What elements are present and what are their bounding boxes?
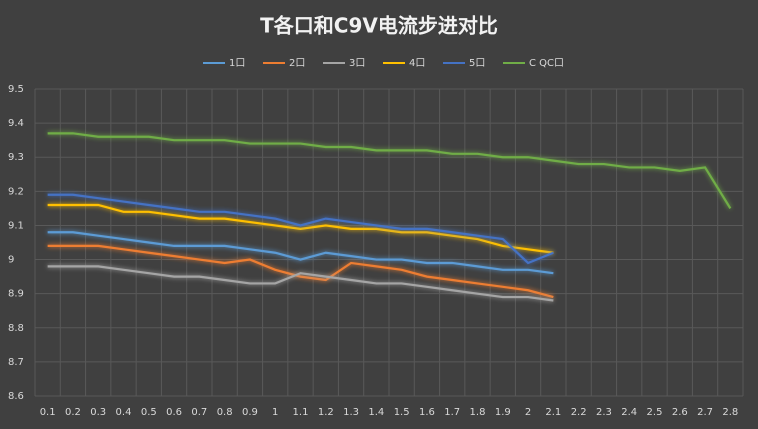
x-tick-label: 0.2	[65, 407, 81, 418]
legend-label: 1口	[229, 58, 245, 69]
series-line	[47, 231, 554, 275]
legend-label: 2口	[289, 58, 305, 69]
x-tick-label: 1.1	[293, 407, 309, 418]
x-tick-label: 2.2	[571, 407, 587, 418]
series-line	[47, 244, 554, 299]
legend-label: 3口	[349, 58, 365, 69]
x-tick-label: 1.9	[495, 407, 511, 418]
x-tick-label: 2.6	[672, 407, 688, 418]
y-tick-label: 9	[8, 255, 14, 266]
x-tick-label: 2.3	[596, 407, 612, 418]
series-line	[47, 193, 554, 265]
x-tick-label: 2.1	[545, 407, 561, 418]
x-tick-label: 1.5	[394, 407, 410, 418]
series-line	[47, 265, 554, 302]
x-tick-label: 2.7	[697, 407, 713, 418]
x-tick-label: 1.6	[419, 407, 435, 418]
x-tick-label: 0.8	[217, 407, 233, 418]
series-line	[47, 203, 554, 254]
x-tick-label: 0.9	[242, 407, 258, 418]
x-tick-label: 1.7	[444, 407, 460, 418]
x-tick-label: 2.4	[621, 407, 637, 418]
y-tick-label: 9.1	[8, 220, 24, 231]
y-tick-label: 9.3	[8, 152, 24, 163]
x-tick-label: 0.1	[40, 407, 56, 418]
chart-title: T各口和C9V电流步进对比	[260, 14, 498, 38]
y-tick-label: 8.8	[8, 323, 24, 334]
y-tick-label: 9.5	[8, 84, 24, 95]
x-tick-label: 0.6	[166, 407, 182, 418]
x-tick-label: 1.8	[470, 407, 486, 418]
x-tick-label: 1.3	[343, 407, 359, 418]
x-tick-label: 0.3	[90, 407, 106, 418]
x-tick-label: 2.8	[722, 407, 738, 418]
x-tick-label: 0.7	[191, 407, 207, 418]
x-tick-label: 0.5	[141, 407, 157, 418]
x-tick-label: 1.2	[318, 407, 334, 418]
x-tick-label: 2.5	[647, 407, 663, 418]
y-tick-label: 8.9	[8, 289, 24, 300]
legend-label: 4口	[409, 58, 425, 69]
x-tick-label: 1	[272, 407, 278, 418]
y-tick-label: 9.4	[8, 118, 24, 129]
legend-label: 5口	[469, 58, 485, 69]
series-line	[47, 132, 732, 209]
y-tick-label: 8.7	[8, 357, 24, 368]
y-tick-label: 8.6	[8, 391, 24, 402]
x-tick-label: 0.4	[116, 407, 132, 418]
legend-label: C QC口	[529, 58, 564, 69]
x-tick-label: 2	[525, 407, 531, 418]
x-tick-label: 1.4	[368, 407, 384, 418]
y-tick-label: 9.2	[8, 186, 24, 197]
